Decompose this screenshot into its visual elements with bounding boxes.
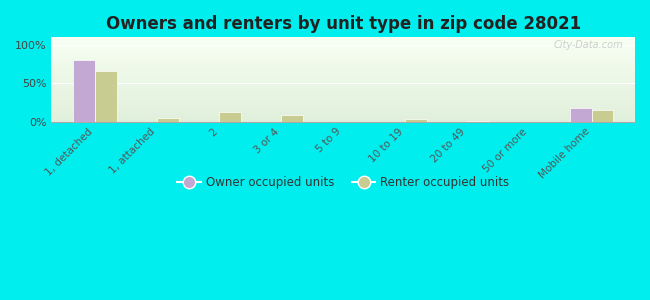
Bar bbox=[73, 60, 95, 122]
Bar bbox=[95, 71, 116, 122]
Title: Owners and renters by unit type in zip code 28021: Owners and renters by unit type in zip c… bbox=[106, 15, 581, 33]
Bar bbox=[281, 116, 303, 122]
Bar bbox=[157, 118, 179, 122]
Bar bbox=[570, 108, 592, 122]
Bar bbox=[406, 119, 427, 122]
Text: City-Data.com: City-Data.com bbox=[554, 40, 623, 50]
Bar bbox=[592, 110, 613, 122]
Bar bbox=[219, 112, 240, 122]
Legend: Owner occupied units, Renter occupied units: Owner occupied units, Renter occupied un… bbox=[173, 171, 514, 194]
Bar bbox=[467, 121, 489, 122]
